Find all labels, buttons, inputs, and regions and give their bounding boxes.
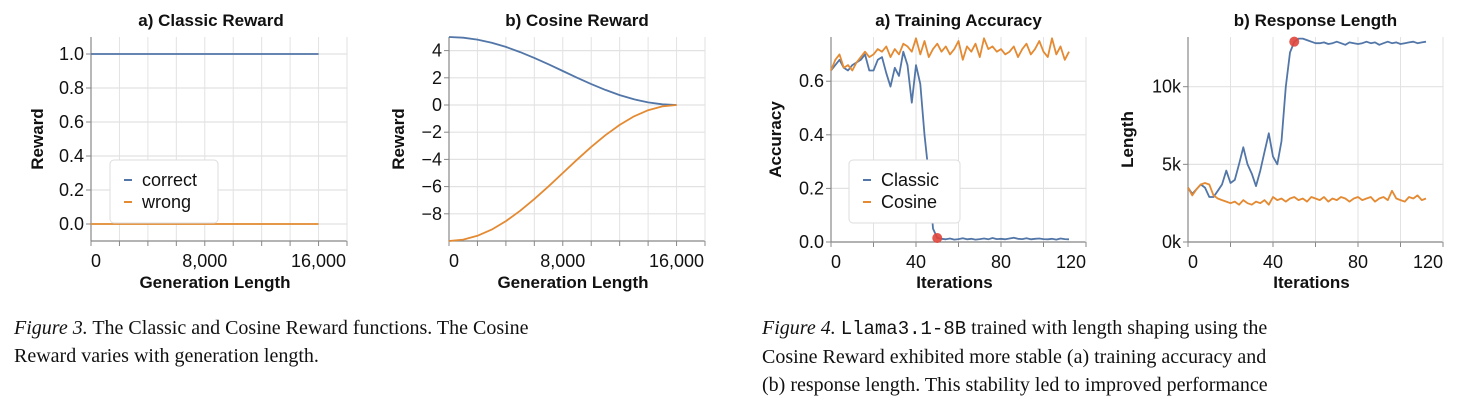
y-axis-label: Reward xyxy=(28,108,47,169)
chart-3: 0.0 0.2 0.4 0.6 0 40 80 120 a) Training Accuracy… xyxy=(766,11,1087,292)
chart-1: 0.0 0.2 0.4 0.6 0.8 1.0 0 8,000 16,000 a) Classic… xyxy=(28,11,348,292)
highlight-point xyxy=(932,232,943,243)
x-tick-label: 0 xyxy=(449,251,459,271)
x-axis-label: Generation Length xyxy=(497,273,648,292)
figure-4-text-line3: (b) response length. This stability led … xyxy=(762,374,1268,396)
x-tick-label: 8,000 xyxy=(182,251,227,271)
chart-2: 4 2 0 −2 −4 −6 −8 0 8,000 16,000 b) Cosine Reward G… xyxy=(389,11,706,292)
series-line-upper xyxy=(448,36,677,106)
legend-label-classic: Classic xyxy=(881,170,939,190)
chart-title: a) Training Accuracy xyxy=(875,11,1042,30)
y-tick-label: −4 xyxy=(421,149,442,169)
y-tick-label: 0.0 xyxy=(799,232,824,252)
chart-4: 0k 5k 10k 0 40 80 120 b) Response Length Iterati… xyxy=(1118,11,1444,292)
figure-3-caption: Figure 3. The Classic and Cosine Reward … xyxy=(14,314,529,370)
series-line-classic xyxy=(830,50,1070,241)
x-tick-label: 80 xyxy=(991,252,1011,272)
y-tick-label: 5k xyxy=(1162,154,1182,174)
y-tick-label: 10k xyxy=(1152,77,1182,97)
figure-4-caption: Figure 4. Llama3.1-8B trained with lengt… xyxy=(762,314,1268,399)
x-tick-label: 0 xyxy=(831,252,841,272)
legend xyxy=(848,159,961,224)
y-tick-label: 0k xyxy=(1162,232,1182,252)
figure-3-text-line1: The Classic and Cosine Reward functions.… xyxy=(87,317,529,339)
figure-3-text-line2: Reward varies with generation length. xyxy=(14,345,319,367)
y-axis-label: Accuracy xyxy=(766,101,785,178)
y-tick-label: 0.8 xyxy=(59,78,84,98)
x-tick-label: 16,000 xyxy=(291,251,346,271)
y-axis-label: Length xyxy=(1118,111,1137,168)
legend xyxy=(109,159,219,224)
legend-label-cosine: Cosine xyxy=(881,192,937,212)
chart-title: a) Classic Reward xyxy=(138,11,284,30)
y-tick-label: 0.4 xyxy=(799,125,824,145)
y-tick-label: 0.2 xyxy=(59,180,84,200)
chart-title: b) Cosine Reward xyxy=(505,11,649,30)
y-tick-label: 0.4 xyxy=(59,146,84,166)
legend-label-correct: correct xyxy=(142,170,197,190)
model-name: Llama3.1-8B xyxy=(840,318,967,340)
x-tick-label: 8,000 xyxy=(540,251,585,271)
figures: 0.0 0.2 0.4 0.6 0.8 1.0 0 8,000 16,000 a) Classic… xyxy=(28,11,1444,292)
y-tick-label: 0.2 xyxy=(799,178,824,198)
figure-4-label: Figure 4. xyxy=(762,317,836,339)
x-tick-label: 0 xyxy=(1188,252,1198,272)
x-tick-label: 80 xyxy=(1348,252,1368,272)
y-tick-label: 0.6 xyxy=(59,112,84,132)
y-tick-label: −2 xyxy=(421,122,442,142)
series-line-cosine xyxy=(1187,182,1427,206)
x-tick-label: 16,000 xyxy=(649,251,704,271)
y-tick-label: 2 xyxy=(432,68,442,88)
x-tick-label: 120 xyxy=(1413,252,1443,272)
figure-4-text-line1: trained with length shaping using the xyxy=(966,317,1268,339)
y-tick-label: 0.0 xyxy=(59,214,84,234)
x-tick-label: 40 xyxy=(1263,252,1283,272)
x-axis-label: Iterations xyxy=(916,273,993,292)
x-axis-label: Iterations xyxy=(1273,273,1350,292)
x-axis-label: Generation Length xyxy=(139,273,290,292)
series-line-cosine xyxy=(830,37,1070,72)
x-tick-label: 120 xyxy=(1056,252,1086,272)
highlight-point xyxy=(1289,36,1300,47)
series-line-lower xyxy=(448,104,677,242)
series-line-classic xyxy=(1187,37,1427,198)
y-tick-label: 1.0 xyxy=(59,44,84,64)
chart-title: b) Response Length xyxy=(1234,11,1397,30)
y-tick-label: −8 xyxy=(421,204,442,224)
x-tick-label: 40 xyxy=(906,252,926,272)
figure-3-label: Figure 3. xyxy=(14,317,88,339)
x-tick-label: 0 xyxy=(91,251,101,271)
y-tick-label: 0.6 xyxy=(799,71,824,91)
y-tick-label: 0 xyxy=(432,95,442,115)
y-tick-label: −6 xyxy=(421,177,442,197)
y-axis-label: Reward xyxy=(389,108,408,169)
legend-label-wrong: wrong xyxy=(141,192,191,212)
y-tick-label: 4 xyxy=(432,41,442,61)
figure-4-text-line2: Cosine Reward exhibited more stable (a) … xyxy=(762,346,1267,368)
